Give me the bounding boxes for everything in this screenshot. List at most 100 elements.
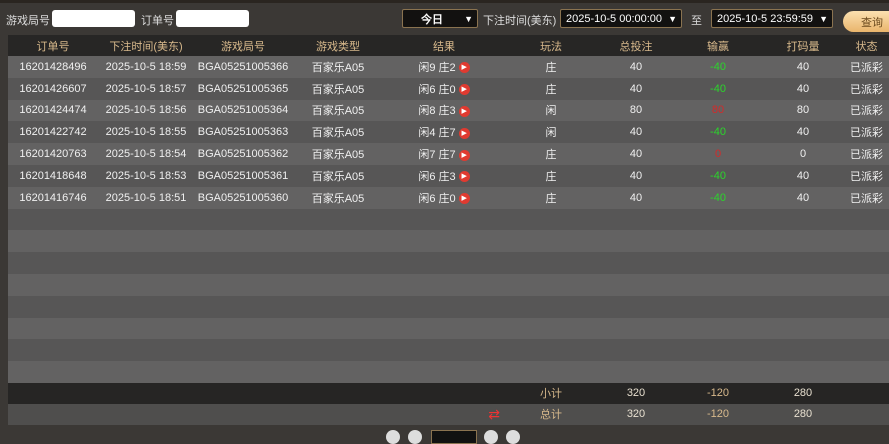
bet-records-table: 订单号 下注时间(美东) 游戏局号 游戏类型 结果 玩法 总投注 输赢 打码量 状态 162014…	[8, 35, 889, 425]
cell-text: -40	[710, 126, 726, 139]
cell-text: 2025-10-5 18:55	[105, 126, 187, 139]
period-select[interactable]: 今日 ▼	[402, 9, 478, 28]
cell-text: 40	[629, 169, 643, 182]
cell-text: 2025-10-5 18:51	[105, 191, 187, 204]
empty-row	[8, 295, 889, 318]
cell-text: 40	[629, 82, 643, 95]
cell-5: 庄	[504, 143, 598, 165]
cell-text: 百家乐A05	[311, 149, 365, 162]
play-replay-icon[interactable]: ▶	[458, 193, 470, 205]
end-time-select[interactable]: 2025-10-5 23:59:59 ▼	[711, 9, 833, 28]
cell-6: 40	[598, 186, 674, 209]
cell-5: 庄	[504, 164, 598, 187]
query-button[interactable]: 查询	[843, 11, 889, 32]
cell-text: 80	[711, 104, 725, 117]
cell-text: 0	[714, 148, 722, 161]
cell-text: 闲6 庄0	[418, 83, 456, 96]
cell-text: 庄	[545, 149, 557, 162]
cell-5: 庄	[504, 56, 598, 78]
cell-2: BGA05251005364	[194, 99, 292, 122]
subtotal-row: 小计 320 -120 280	[8, 382, 889, 404]
page-input[interactable]	[431, 430, 477, 444]
prev-page-button[interactable]	[408, 430, 422, 444]
play-replay-icon[interactable]: ▶	[458, 62, 470, 74]
round-input[interactable]	[52, 10, 135, 27]
cell-text: 已派彩	[850, 170, 883, 183]
table-row: 16201420763 2025-10-5 18:54 BGA05251005362…	[8, 143, 889, 165]
cell-text: 80	[796, 104, 810, 117]
cell-7: -40	[674, 186, 762, 209]
play-replay-icon[interactable]: ▶	[458, 106, 470, 118]
cell-text: 闲7 庄7	[418, 149, 456, 162]
column-header: 打码量	[762, 35, 844, 56]
cell-0: 16201420763	[8, 143, 98, 165]
cell-text: 16201416746	[19, 191, 87, 204]
cell-2: BGA05251005363	[194, 121, 292, 144]
cell-4: 闲9 庄2 ▶	[384, 56, 504, 78]
cell-text: BGA05251005360	[197, 191, 289, 204]
total-label: 总计	[504, 403, 598, 425]
cell-4: 闲4 庄7 ▶	[384, 121, 504, 144]
cell-text: 庄	[545, 192, 557, 205]
cell-text: 百家乐A05	[311, 61, 365, 74]
cell-text: 16201426607	[19, 82, 87, 95]
order-input[interactable]	[176, 10, 249, 27]
cell-0: 16201418648	[8, 164, 98, 187]
cell-text: 庄	[545, 61, 557, 74]
cell-0: 16201422742	[8, 121, 98, 144]
cell-9: 已派彩	[844, 77, 889, 100]
total-turnover: 280	[762, 403, 844, 425]
empty-row	[8, 273, 889, 296]
play-replay-icon[interactable]: ▶	[458, 149, 470, 161]
play-replay-icon[interactable]: ▶	[458, 84, 470, 96]
cell-text: BGA05251005363	[197, 126, 289, 139]
cell-text: 40	[629, 126, 643, 139]
empty-row	[8, 339, 889, 362]
cell-2: BGA05251005362	[194, 143, 292, 165]
cell-6: 80	[598, 99, 674, 122]
column-header: 状态	[844, 35, 889, 56]
cell-8: 40	[762, 164, 844, 187]
start-time-select[interactable]: 2025-10-5 00:00:00 ▼	[560, 9, 682, 28]
cell-text: BGA05251005364	[197, 104, 289, 117]
cell-text: BGA05251005362	[197, 148, 289, 161]
subtotal-label: 小计	[504, 382, 598, 404]
end-time-value: 2025-10-5 23:59:59	[717, 12, 814, 25]
play-replay-icon[interactable]: ▶	[458, 171, 470, 183]
cell-text: 40	[796, 169, 810, 182]
chevron-down-icon: ▼	[819, 14, 828, 24]
to-label: 至	[691, 15, 702, 27]
cell-0: 16201416746	[8, 186, 98, 209]
cell-5: 闲	[504, 99, 598, 122]
cell-text: 2025-10-5 18:53	[105, 169, 187, 182]
total-winloss: -120	[674, 403, 762, 425]
cell-text: 80	[629, 104, 643, 117]
pagination	[0, 430, 889, 444]
subtotal-winloss: -120	[674, 382, 762, 404]
refresh-icon[interactable]: ⇄	[488, 405, 500, 422]
cell-text: 百家乐A05	[311, 105, 365, 118]
last-page-button[interactable]	[506, 430, 520, 444]
cell-7: -40	[674, 56, 762, 78]
cell-6: 40	[598, 56, 674, 78]
cell-2: BGA05251005361	[194, 164, 292, 187]
first-page-button[interactable]	[386, 430, 400, 444]
cell-text: 已派彩	[850, 61, 883, 74]
cell-3: 百家乐A05	[292, 77, 384, 100]
cell-text: 40	[629, 191, 643, 204]
cell-text: 闲4 庄7	[418, 127, 456, 140]
cell-text: -40	[710, 191, 726, 204]
next-page-button[interactable]	[484, 430, 498, 444]
cell-text: BGA05251005361	[197, 169, 289, 182]
cell-text: 40	[796, 191, 810, 204]
cell-text: 闲	[545, 127, 557, 140]
cell-1: 2025-10-5 18:56	[98, 99, 194, 122]
cell-text: 闲	[545, 105, 557, 118]
empty-row	[8, 361, 889, 383]
cell-8: 40	[762, 186, 844, 209]
total-bet: 320	[598, 403, 674, 425]
cell-9: 已派彩	[844, 99, 889, 122]
play-replay-icon[interactable]: ▶	[458, 127, 470, 139]
table-row: 16201422742 2025-10-5 18:55 BGA05251005363…	[8, 121, 889, 144]
cell-text: 40	[629, 148, 643, 161]
